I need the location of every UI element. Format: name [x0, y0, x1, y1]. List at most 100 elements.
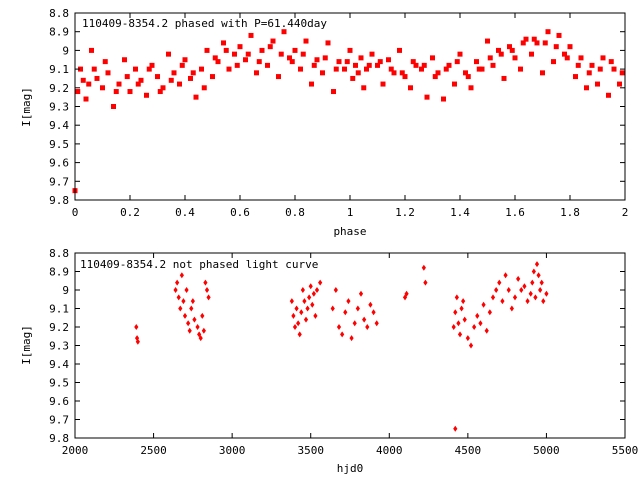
unphased-data-point [459, 305, 464, 312]
phased-x-tick-label: 1.6 [505, 206, 525, 219]
unphased-x-tick-label: 5500 [612, 444, 639, 457]
phased-data-point [171, 70, 177, 76]
phased-data-point [232, 51, 237, 57]
unphased-data-point [292, 324, 298, 330]
unphased-data-point [490, 294, 496, 301]
phased-data-point [600, 55, 606, 61]
unphased-data-point [134, 324, 139, 330]
unphased-data-point [310, 301, 315, 308]
unphased-data-point [451, 324, 456, 330]
unphased-data-point [355, 305, 360, 312]
phased-data-point [146, 66, 152, 72]
phased-data-point [564, 55, 570, 61]
unphased-data-point [352, 320, 357, 327]
phased-data-point [399, 70, 405, 76]
unphased-y-tick-label: 9 [62, 284, 69, 297]
unphased-data-point [528, 290, 533, 297]
unphased-data-point [368, 301, 373, 308]
phased-data-point [518, 66, 523, 72]
unphased-data-point [475, 312, 480, 319]
phased-y-tick-label: 8.9 [49, 26, 69, 39]
phased-data-point [221, 40, 226, 46]
phased-y-tick-label: 8.8 [49, 7, 69, 20]
phased-data-point [353, 62, 358, 68]
unphased-data-point [181, 298, 186, 305]
phased-data-point [75, 89, 81, 95]
unphased-data-point [484, 327, 489, 334]
phased-data-point [113, 89, 119, 95]
phased-data-point [281, 29, 287, 35]
unphased-data-point [522, 283, 527, 290]
phased-data-point [201, 85, 207, 91]
phased-data-point [144, 92, 149, 98]
phased-x-tick-label: 2 [622, 206, 629, 219]
phased-data-point [501, 75, 507, 81]
unphased-y-tick-label: 9.7 [49, 414, 69, 427]
unphased-data-point [509, 305, 514, 312]
phased-data-point [91, 66, 97, 72]
phased-data-point [485, 38, 490, 44]
phased-data-point [474, 59, 479, 65]
unphased-y-axis-label: I[mag] [20, 325, 33, 365]
phased-x-tick-label: 1 [347, 206, 354, 219]
phased-data-point [320, 70, 325, 76]
unphased-data-point [184, 287, 189, 293]
phased-data-point [355, 70, 361, 76]
unphased-x-tick-label: 2000 [62, 444, 89, 457]
phased-data-point [463, 70, 468, 76]
phased-x-tick-label: 0.4 [175, 206, 195, 219]
unphased-data-point [465, 335, 470, 342]
unphased-y-tick-label: 9.2 [49, 321, 69, 334]
unphased-data-point [423, 279, 428, 286]
unphased-y-tick-label: 9.1 [49, 303, 69, 316]
phased-data-point [452, 81, 457, 87]
phased-data-point [135, 81, 141, 87]
unphased-data-point [516, 275, 521, 282]
phased-data-point [578, 55, 584, 61]
unphased-data-point [195, 324, 200, 330]
phased-data-point [234, 62, 240, 68]
phased-y-tick-label: 9.5 [49, 138, 69, 151]
unphased-x-tick-label: 4500 [455, 444, 482, 457]
phased-data-point [179, 62, 185, 68]
unphased-light-curve-chart: 2000 2500 3000 3500 4000 4500 5000 5500 8.8 8.9 9… [20, 247, 638, 475]
unphased-data-point [461, 298, 466, 305]
unphased-data-point [340, 331, 345, 338]
phased-plot-frame [74, 12, 626, 201]
unphased-data-point [365, 324, 370, 330]
phased-data-point [380, 81, 386, 87]
phased-data-point [567, 44, 573, 50]
phased-data-point [336, 59, 342, 65]
phased-data-point [366, 62, 372, 68]
unphased-data-point [536, 272, 541, 279]
unphased-y-tick-label: 9.8 [49, 432, 69, 445]
unphased-x-tick-label: 5000 [533, 444, 560, 457]
phased-data-point [606, 92, 611, 98]
phased-data-point [190, 70, 196, 76]
phased-data-point [177, 81, 182, 87]
unphased-data-point [203, 279, 208, 286]
phased-data-point [597, 66, 603, 72]
unphased-data-point [497, 279, 502, 286]
unphased-data-point [500, 298, 505, 305]
unphased-data-point [503, 272, 508, 279]
phased-data-point [111, 104, 116, 109]
phased-data-point [278, 51, 284, 57]
phased-data-point [105, 70, 111, 76]
phased-data-point [289, 59, 295, 65]
phased-data-point [347, 47, 353, 53]
unphased-data-point [307, 294, 312, 301]
phased-data-point [292, 47, 298, 53]
unphased-data-point [176, 294, 181, 301]
phased-data-point [322, 55, 328, 61]
unphased-y-tick-label: 8.8 [49, 247, 69, 260]
unphased-data-point [544, 290, 549, 297]
phased-x-tick-label: 0.8 [285, 206, 305, 219]
unphased-data-point [302, 298, 307, 305]
phased-x-tick-label: 1.8 [560, 206, 580, 219]
phased-data-point [520, 40, 526, 46]
phased-data-point [402, 74, 408, 80]
unphased-data-point [186, 320, 191, 327]
unphased-data-point [349, 335, 354, 342]
